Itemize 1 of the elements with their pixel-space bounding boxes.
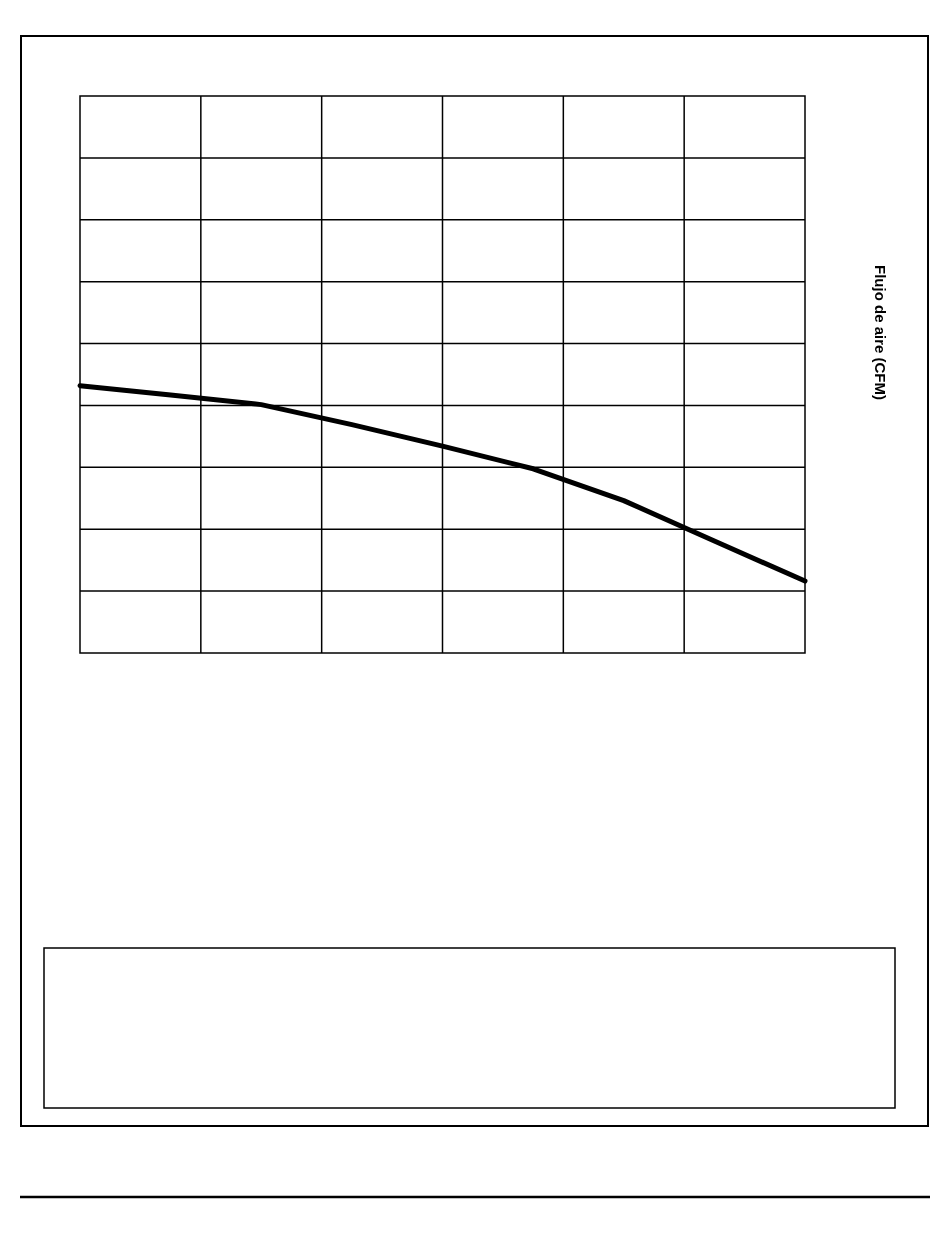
y-axis-title: Flujo de aire (CFM) [872,265,889,400]
